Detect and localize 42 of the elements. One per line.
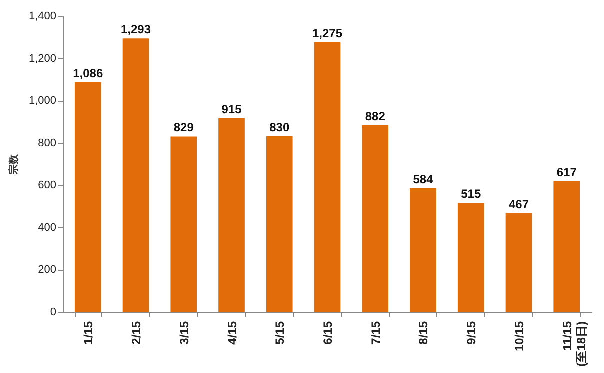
data-label: 829 — [174, 120, 194, 135]
data-label: 830 — [270, 120, 290, 135]
x-tick-label: 10/15 — [512, 321, 526, 352]
x-tick-label: 7/15 — [368, 321, 383, 345]
y-tick-label: 0 — [50, 306, 56, 318]
x-tick-label: 1/15 — [82, 321, 96, 345]
bar — [458, 203, 484, 312]
y-tick-label: 1,200 — [28, 52, 56, 65]
data-label: 1,293 — [120, 22, 152, 37]
data-label: 1,275 — [312, 26, 343, 40]
x-tick-label: 3/15 — [177, 321, 192, 345]
x-tick-label: 11/15 (至18日) — [560, 321, 588, 367]
data-label: 882 — [365, 110, 386, 124]
data-label: 584 — [413, 172, 434, 187]
data-label: 617 — [556, 166, 578, 180]
y-tick-label: 800 — [38, 137, 56, 150]
y-tick-label: 400 — [38, 222, 56, 234]
data-label: 515 — [461, 187, 482, 202]
y-tick-label: 1,000 — [28, 95, 56, 108]
x-tick-label: 4/15 — [225, 321, 240, 345]
bar — [266, 136, 293, 312]
bar — [554, 182, 580, 312]
bar — [506, 213, 532, 312]
data-label: 1,086 — [73, 66, 104, 80]
x-tick-label: 5/15 — [273, 321, 288, 345]
y-tick-label: 200 — [38, 264, 56, 276]
y-tick-label: 600 — [38, 180, 56, 192]
x-tick-label: 2/15 — [130, 321, 144, 345]
x-tick-label: 6/15 — [321, 321, 335, 345]
x-tick-label: 9/15 — [464, 321, 479, 345]
bar — [314, 42, 341, 312]
bar — [362, 126, 389, 312]
y-axis-title: 宗数 — [8, 154, 20, 176]
data-label: 915 — [222, 102, 242, 117]
data-label: 467 — [508, 197, 530, 212]
bar — [122, 38, 150, 312]
bar — [74, 82, 102, 312]
x-tick-label: 8/15 — [416, 321, 431, 345]
y-tick-label: 1,400 — [28, 10, 56, 22]
bar — [410, 188, 436, 312]
bar — [218, 118, 245, 312]
bar — [170, 136, 198, 312]
